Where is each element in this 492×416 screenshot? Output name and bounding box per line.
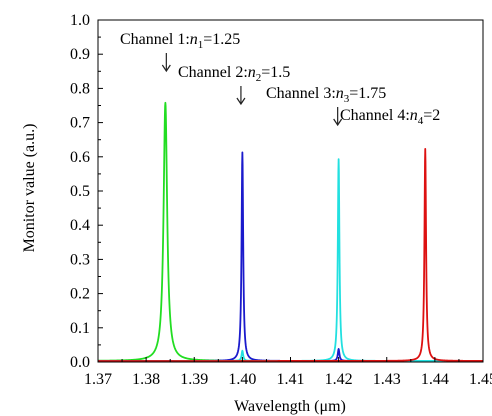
arrowhead-1 — [161, 64, 171, 73]
y-tick-label: 0.9 — [70, 46, 90, 63]
ticks-layer: 1.37 1.38 1.39 1.40 1.41 1.42 1.43 1.44 1.45 0.0 0… — [70, 12, 492, 388]
x-tick-label: 1.44 — [421, 371, 449, 388]
arrowhead-3 — [333, 118, 343, 127]
y-axis-title: Monitor value (a.u.) — [21, 124, 38, 253]
y-tick-label: 0.7 — [70, 115, 90, 132]
y-tick-label: 1.0 — [70, 12, 90, 29]
x-axis-title: Wavelength (μm) — [234, 398, 346, 415]
x-tick-label: 1.43 — [373, 371, 401, 388]
channel-label-1: Channel 1:n1=1.25 — [120, 31, 240, 51]
y-tick-label: 0.3 — [70, 251, 90, 268]
series-line-4 — [97, 148, 484, 362]
series-layer — [97, 101, 484, 362]
x-tick-label: 1.38 — [132, 371, 160, 388]
channel-label-4: Channel 4:n4=2 — [340, 107, 440, 127]
y-tick-label: 0.6 — [70, 149, 90, 166]
channel-label-2: Channel 2:n2=1.5 — [178, 64, 290, 84]
y-tick-label: 0.4 — [70, 217, 90, 234]
x-tick-label: 1.39 — [180, 371, 208, 388]
x-tick-label: 1.42 — [325, 371, 353, 388]
y-tick-label: 0.1 — [70, 320, 90, 337]
y-tick-label: 0.2 — [70, 286, 90, 303]
y-tick-label: 0.0 — [70, 354, 90, 371]
x-tick-label: 1.45 — [469, 371, 492, 388]
x-tick-label: 1.37 — [84, 371, 112, 388]
x-tick-label: 1.41 — [277, 371, 305, 388]
channel-label-3: Channel 3:n3=1.75 — [266, 85, 386, 105]
x-tick-label: 1.40 — [228, 371, 256, 388]
y-tick-label: 0.5 — [70, 183, 90, 200]
arrowhead-2 — [236, 97, 246, 106]
y-tick-label: 0.8 — [70, 80, 90, 97]
